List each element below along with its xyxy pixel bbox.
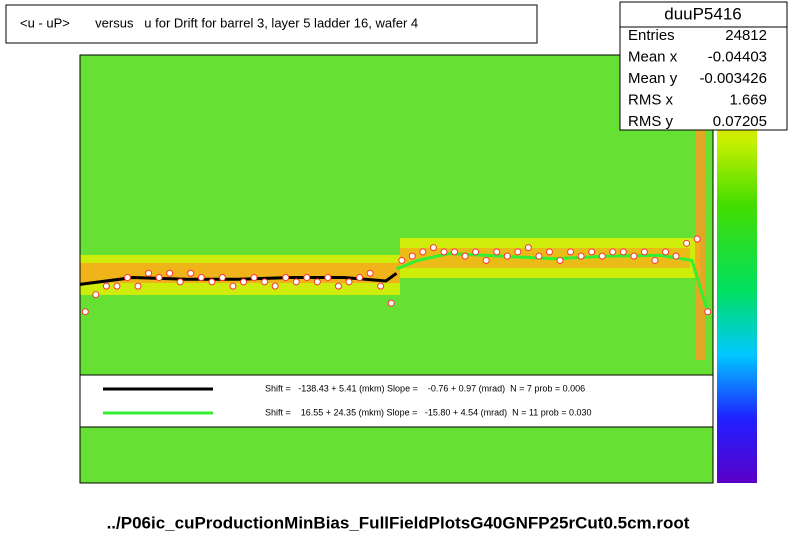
profile-point	[282, 274, 290, 282]
stats-value: -0.003426	[699, 70, 767, 87]
stats-box	[619, 1, 788, 131]
profile-point	[556, 256, 564, 264]
profile-point	[535, 252, 543, 260]
profile-point	[662, 248, 670, 256]
profile-point	[577, 252, 585, 260]
profile-point	[503, 252, 511, 260]
fit-line	[395, 252, 710, 313]
profile-point	[461, 252, 469, 260]
profile-point	[451, 248, 459, 256]
profile-point	[102, 282, 110, 290]
profile-point	[155, 274, 163, 282]
profile-point	[377, 282, 385, 290]
profile-point	[609, 248, 617, 256]
profile-point	[704, 308, 712, 316]
footer: ../P06ic_cuProductionMinBias_FullFieldPl…	[107, 513, 690, 532]
profile-point	[440, 248, 448, 256]
profile-point	[113, 282, 121, 290]
stats-value: 24812	[725, 27, 767, 44]
profile-point	[145, 269, 153, 277]
stats-label: RMS x	[628, 91, 674, 108]
profile-point	[123, 274, 131, 282]
legend-label: Shift = -138.43 + 5.41 (mkm) Slope = -0.…	[265, 383, 585, 393]
profile-point	[524, 244, 532, 252]
profile-point	[598, 252, 606, 260]
profile-point	[261, 278, 269, 286]
profile-point	[567, 248, 575, 256]
profile-point	[81, 308, 89, 316]
profile-point	[313, 278, 321, 286]
profile-point	[208, 278, 216, 286]
profile-point	[514, 248, 522, 256]
plot-frame	[79, 54, 714, 484]
profile-point	[588, 248, 596, 256]
chart-title: <u - uP> versus u for Drift for barrel 3…	[20, 15, 418, 30]
title-box	[5, 4, 538, 44]
profile-point	[240, 278, 248, 286]
profile-point	[408, 252, 416, 260]
legend	[79, 374, 714, 428]
profile-point	[345, 278, 353, 286]
profile-point	[134, 282, 142, 290]
legend-label: Shift = 16.55 + 24.35 (mkm) Slope = -15.…	[265, 407, 592, 417]
profile-point	[356, 274, 364, 282]
profile-point	[398, 256, 406, 264]
stats-value: 1.669	[729, 91, 767, 108]
profile-point	[366, 269, 374, 277]
profile-point	[693, 235, 701, 243]
profile-point	[472, 248, 480, 256]
profile-point	[176, 278, 184, 286]
profile-point	[303, 274, 311, 282]
stats-title: duuP5416	[664, 4, 742, 23]
profile-point	[197, 274, 205, 282]
profile-point	[429, 244, 437, 252]
profile-point	[229, 282, 237, 290]
stats-label: Mean y	[628, 70, 678, 87]
profile-point	[92, 291, 100, 299]
profile-point	[334, 282, 342, 290]
profile-point	[630, 252, 638, 260]
profile-point	[218, 274, 226, 282]
profile-point	[545, 248, 553, 256]
stats-label: Mean x	[628, 48, 678, 65]
profile-point	[166, 269, 174, 277]
profile-point	[493, 248, 501, 256]
profile-point	[271, 282, 279, 290]
profile-point	[651, 256, 659, 264]
profile-point	[672, 252, 680, 260]
profile-point	[187, 269, 195, 277]
profile-point	[419, 248, 427, 256]
density-edge	[695, 60, 705, 360]
profile-point	[387, 299, 395, 307]
profile-point	[619, 248, 627, 256]
profile-point	[324, 274, 332, 282]
profile-point	[292, 278, 300, 286]
stats-label: Entries	[628, 27, 675, 44]
stats-value: -0.04403	[708, 48, 767, 65]
profile-point	[683, 239, 691, 247]
profile-point	[482, 256, 490, 264]
profile-point	[250, 274, 258, 282]
stats-label: RMS y	[628, 113, 674, 130]
profile-point	[640, 248, 648, 256]
stats-value: 0.07205	[713, 113, 767, 130]
